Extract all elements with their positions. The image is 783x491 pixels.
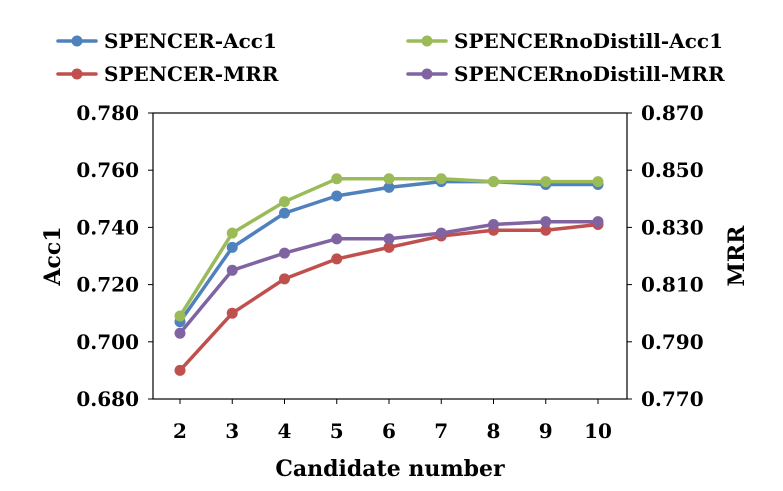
left-tick-label: 0.680 — [76, 387, 139, 411]
plot-area — [152, 112, 628, 400]
right-tick-label: 0.770 — [641, 387, 704, 411]
legend-label: SPENCER-Acc1 — [104, 29, 277, 53]
x-tick-label: 3 — [225, 419, 239, 443]
data-point-spencer-mrr — [174, 364, 186, 376]
legend-swatch-marker — [71, 35, 83, 47]
data-point-spencer-acc1 — [279, 207, 290, 219]
data-point-spencernodistill-acc1 — [331, 173, 343, 185]
left-tick-label: 0.720 — [76, 273, 139, 297]
data-point-spencernodistill-acc1 — [174, 310, 186, 322]
legend-swatch-marker — [421, 35, 433, 47]
legend-swatch-marker — [71, 68, 83, 80]
left-tick-label: 0.780 — [76, 101, 139, 125]
data-point-spencernodistill-acc1 — [383, 173, 395, 185]
legend-swatch-marker — [421, 68, 433, 80]
x-axis-ticks: 2 3 4 5 6 7 8 9 10 — [173, 399, 612, 443]
data-point-spencer-mrr — [540, 224, 552, 236]
right-tick-label: 0.870 — [641, 101, 704, 125]
x-tick-label: 10 — [584, 419, 612, 443]
x-tick-label: 7 — [434, 419, 448, 443]
right-tick-label: 0.790 — [641, 330, 704, 354]
x-axis-title: Candidate number — [275, 456, 505, 482]
data-point-spencernodistill-acc1 — [592, 176, 604, 188]
series-layer — [174, 173, 604, 376]
legend-item-spencernodistill-acc1: SPENCERnoDistill-Acc1 — [406, 29, 723, 53]
data-point-spencer-mrr — [383, 241, 395, 253]
left-tick-label: 0.740 — [76, 215, 139, 239]
x-tick-label: 4 — [278, 419, 292, 443]
right-tick-label: 0.830 — [641, 215, 704, 239]
data-point-spencernodistill-acc1 — [435, 173, 447, 185]
data-point-spencer-acc1 — [383, 181, 395, 193]
legend: SPENCER-Acc1 SPENCERnoDistill-Acc1 SPENCER… — [56, 29, 725, 86]
data-point-spencernodistill-mrr — [383, 233, 395, 245]
right-tick-label: 0.810 — [641, 273, 704, 297]
y-axis-right-title: MRR — [724, 225, 750, 287]
data-point-spencernodistill-mrr — [174, 327, 186, 339]
legend-label: SPENCER-MRR — [104, 62, 279, 86]
data-point-spencer-acc1 — [331, 190, 343, 202]
right-axis-ticks: 0.770 0.790 0.810 0.830 0.850 0.870 — [627, 101, 704, 411]
x-tick-label: 5 — [330, 419, 344, 443]
legend-item-spencernodistill-mrr: SPENCERnoDistill-MRR — [406, 62, 725, 86]
data-point-spencer-mrr — [331, 253, 343, 265]
y-axis-left-title: Acc1 — [40, 226, 66, 286]
series-spencernodistill-mrr — [174, 216, 604, 339]
data-point-spencernodistill-mrr — [540, 216, 552, 228]
legend-label: SPENCERnoDistill-Acc1 — [454, 29, 723, 53]
data-point-spencernodistill-mrr — [279, 247, 290, 259]
data-point-spencernodistill-acc1 — [279, 196, 290, 208]
legend-item-spencer-mrr: SPENCER-MRR — [56, 62, 279, 86]
x-tick-label: 2 — [173, 419, 187, 443]
series-spencernodistill-acc1 — [174, 173, 604, 322]
data-point-spencer-acc1 — [226, 241, 238, 253]
data-point-spencernodistill-mrr — [592, 216, 604, 228]
data-point-spencernodistill-acc1 — [540, 176, 552, 188]
left-tick-label: 0.760 — [76, 158, 139, 182]
data-point-spencer-mrr — [226, 307, 238, 319]
left-tick-label: 0.700 — [76, 330, 139, 354]
legend-item-spencer-acc1: SPENCER-Acc1 — [56, 29, 277, 53]
x-tick-label: 8 — [487, 419, 501, 443]
legend-label: SPENCERnoDistill-MRR — [454, 62, 725, 86]
data-point-spencer-mrr — [279, 273, 290, 285]
data-point-spencernodistill-mrr — [435, 227, 447, 239]
x-tick-label: 9 — [539, 419, 553, 443]
left-axis-ticks: 0.680 0.700 0.720 0.740 0.760 0.780 — [76, 101, 153, 411]
data-point-spencernodistill-mrr — [226, 264, 238, 276]
data-point-spencernodistill-mrr — [488, 219, 499, 231]
data-point-spencernodistill-acc1 — [488, 176, 499, 188]
data-point-spencernodistill-acc1 — [226, 227, 238, 239]
right-tick-label: 0.850 — [641, 158, 704, 182]
x-tick-label: 6 — [382, 419, 396, 443]
data-point-spencernodistill-mrr — [331, 233, 343, 245]
